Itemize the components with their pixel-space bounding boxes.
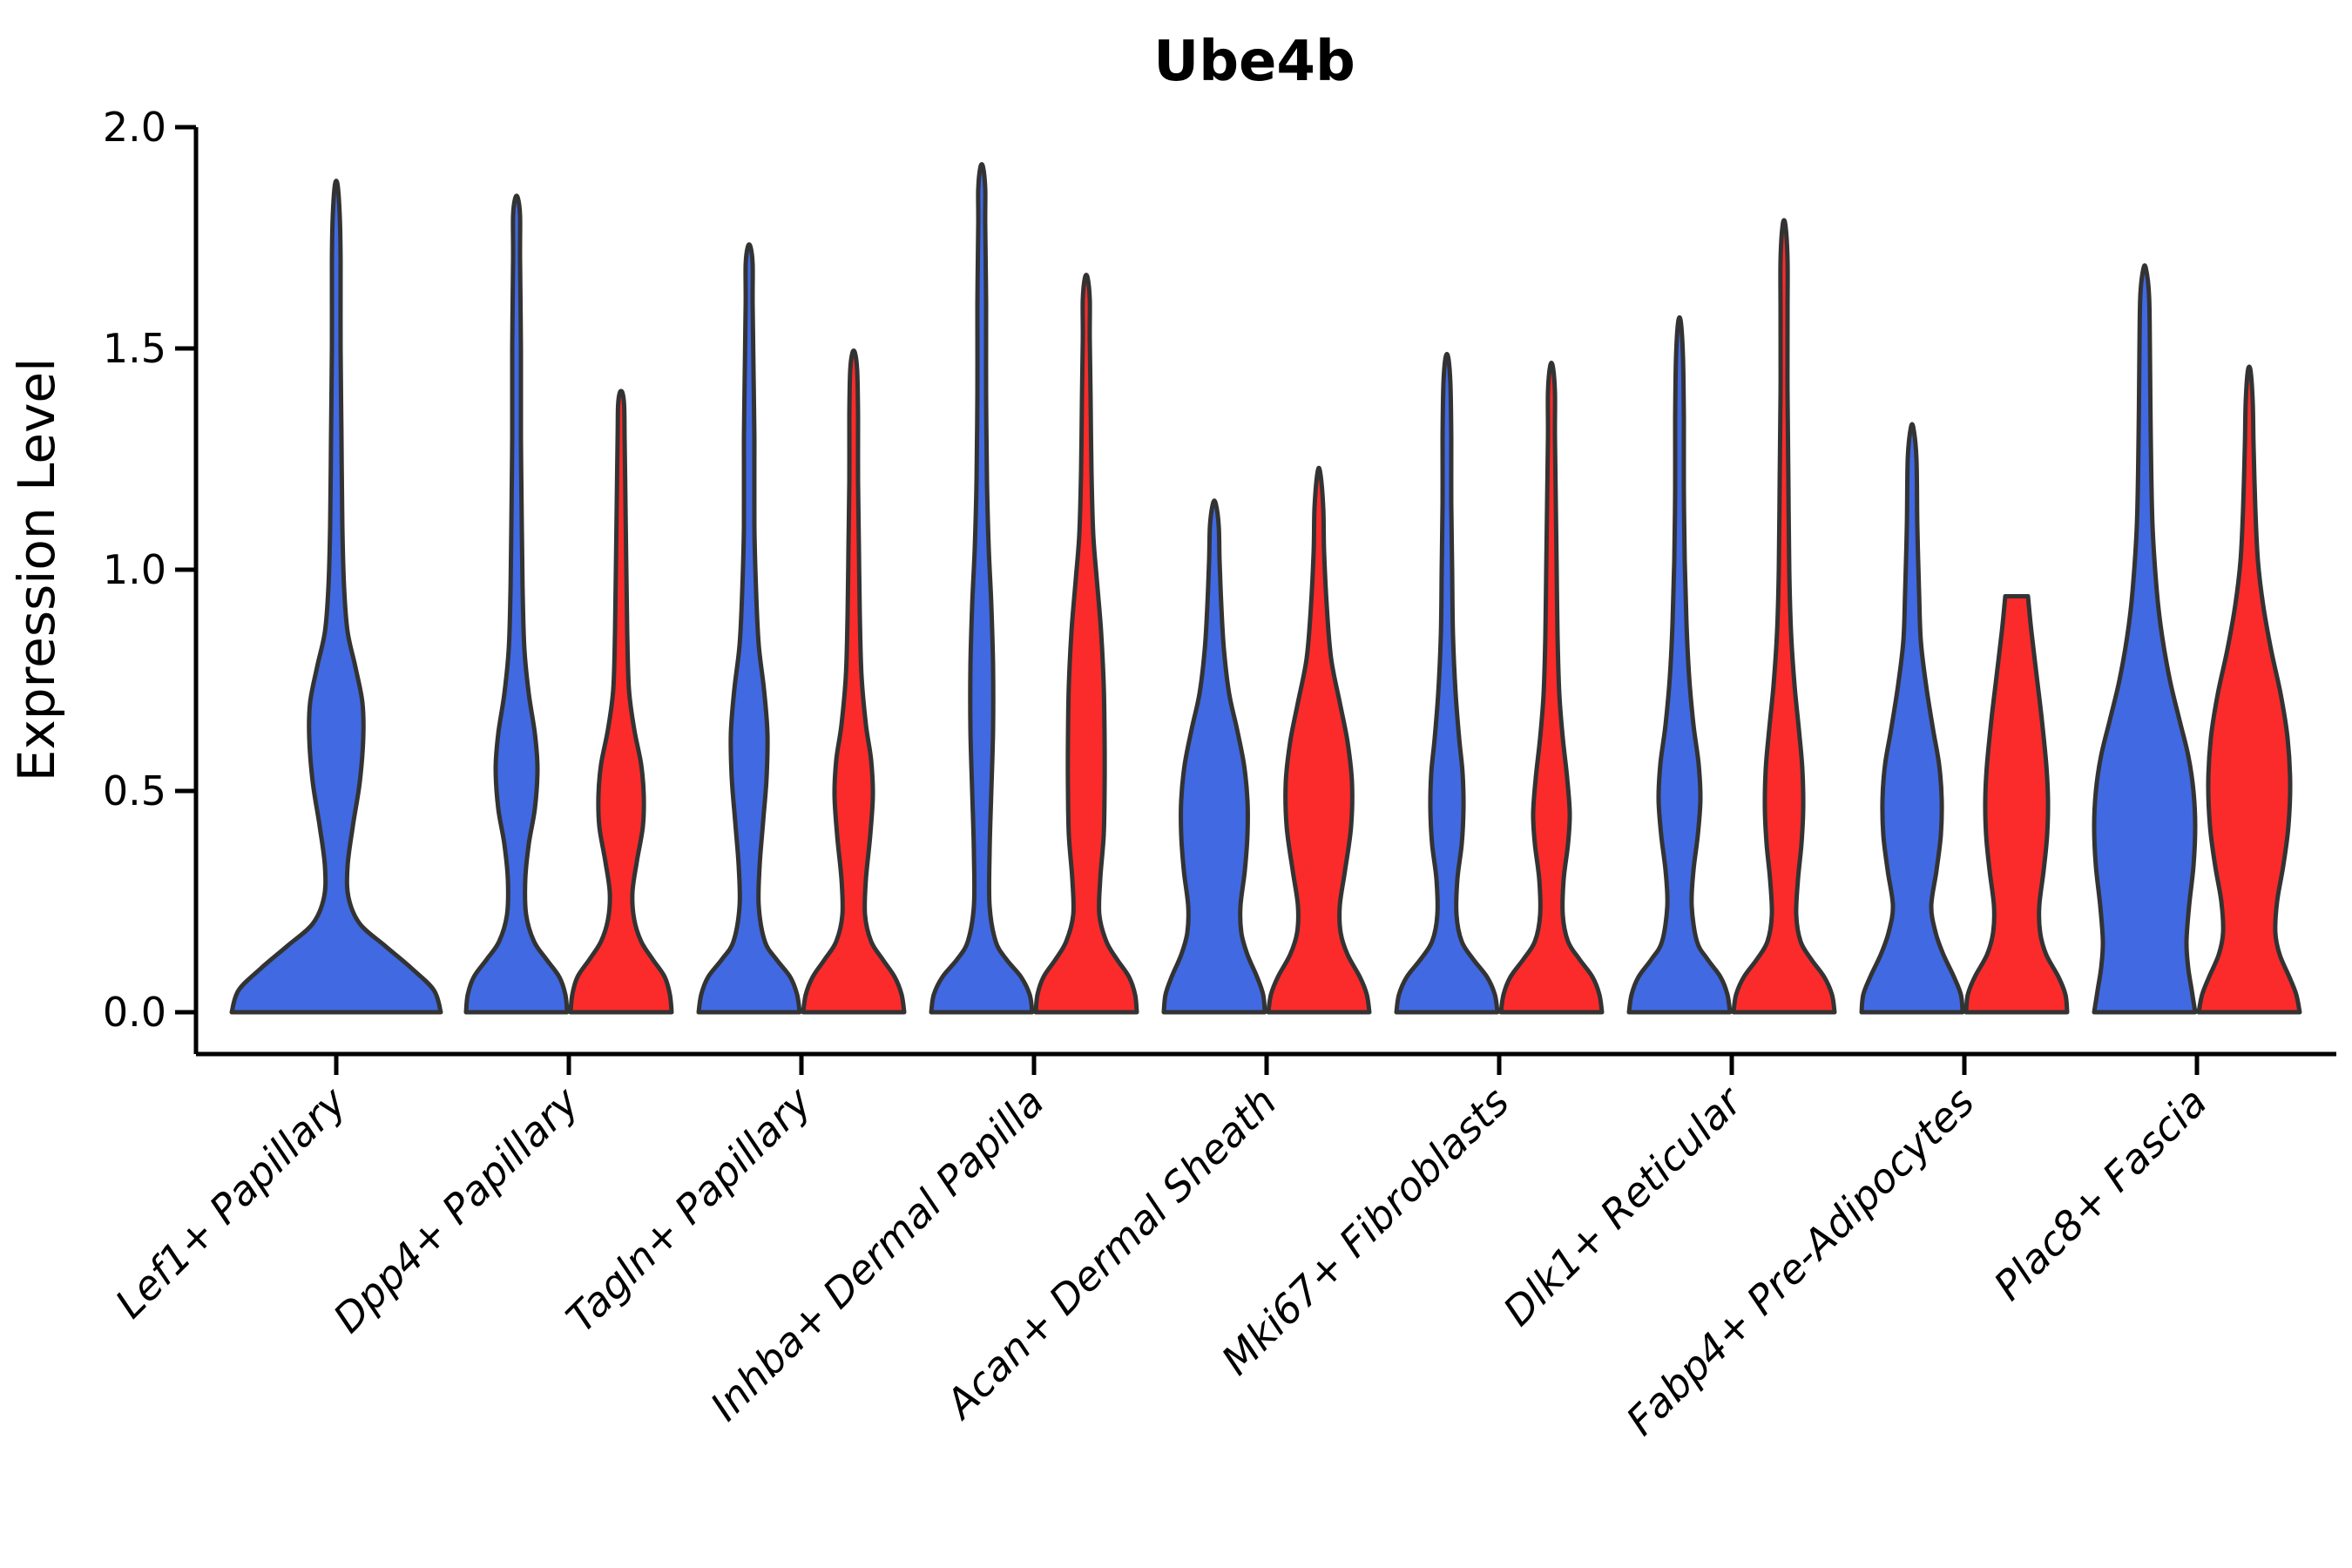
violin-6-blue <box>1626 314 1733 1015</box>
y-tick-label: 0.5 <box>103 767 166 814</box>
violin-4-blue <box>1161 498 1267 1015</box>
violin-1-blue <box>463 193 570 1015</box>
x-tick-label-1: Dpp4+ Papillary <box>324 1078 588 1342</box>
violin-3-blue <box>929 162 1035 1015</box>
x-tick-label-0: Lef1+ Papillary <box>106 1078 355 1327</box>
violin-0-blue <box>229 179 443 1015</box>
y-tick-label: 2.0 <box>103 104 166 151</box>
violin-5-red <box>1498 360 1605 1015</box>
y-tick-label: 1.5 <box>103 325 166 372</box>
violin-7-red <box>1963 594 2070 1015</box>
violin-4-red <box>1266 465 1372 1015</box>
violin-1-red <box>568 389 674 1015</box>
x-tick-label-8: Plac8+ Fascia <box>1984 1078 2215 1309</box>
violin-3-red <box>1033 273 1139 1015</box>
violins-layer <box>229 162 2302 1015</box>
violin-2-blue <box>696 242 802 1015</box>
violin-5-blue <box>1394 351 1500 1015</box>
violin-6-red <box>1731 218 1837 1015</box>
y-axis-label: Expression Level <box>7 358 66 781</box>
violin-2-red <box>801 348 907 1015</box>
violin-8-red <box>2196 364 2302 1015</box>
chart-title: Ube4b <box>1153 30 1355 94</box>
x-tick-label-6: Dlk1+ Reticular <box>1494 1076 1753 1335</box>
violin-7-blue <box>1859 422 1965 1015</box>
y-tick-label: 0.0 <box>103 989 166 1036</box>
y-tick-label: 1.0 <box>103 546 166 593</box>
violin-8-blue <box>2092 263 2198 1015</box>
x-tick-label-2: Tagln+ Papillary <box>557 1078 821 1342</box>
